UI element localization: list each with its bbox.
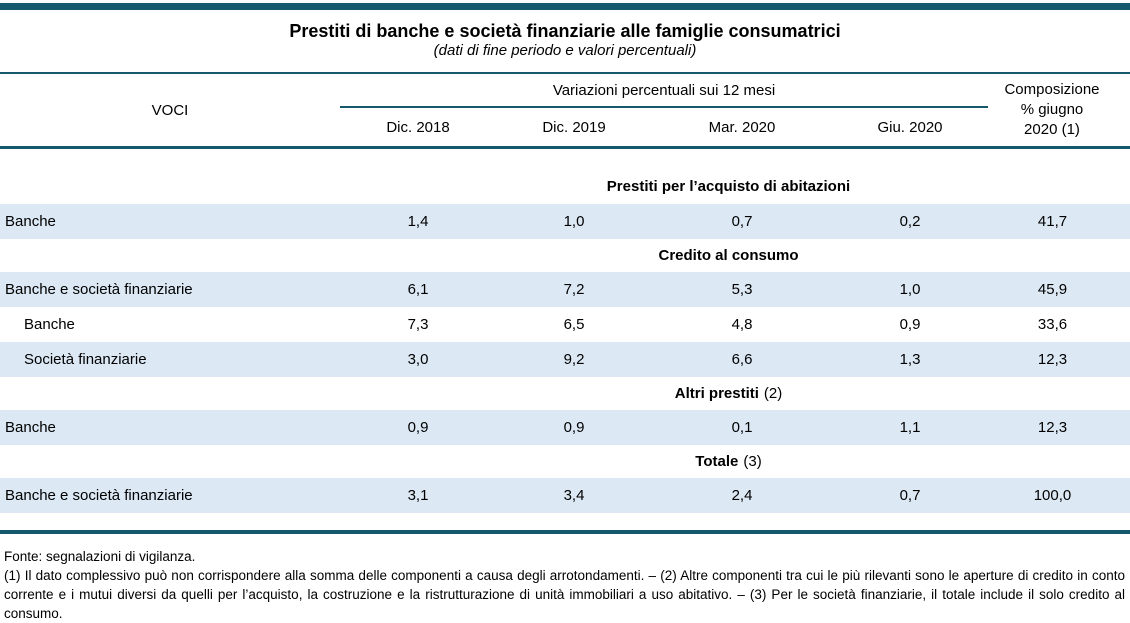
value-cell: 1,3 [899,351,921,368]
table-title: Prestiti di banche e società finanziarie… [289,21,841,41]
value-cell: 0,9 [407,419,429,436]
value-cell: 6,1 [407,281,429,298]
value-cell: 0,9 [899,316,921,333]
table-row-banche-societa-credito: Banche e società finanziarie 6,1 7,2 5,3… [0,272,1130,307]
section-label: Totale (3) [340,445,1130,478]
section-row-credito-al-consumo: Credito al consumo [0,239,1130,272]
table-row-banche-credito: Banche 7,3 6,5 4,8 0,9 33,6 [0,307,1130,342]
value-cell: 9,2 [563,351,585,368]
value-cell: 1,4 [407,213,429,230]
column-header-dic-2019: Dic. 2019 [542,118,606,136]
value-cell: 0,1 [731,419,753,436]
value-cell: 4,8 [731,316,753,333]
row-label: Società finanziarie [24,351,147,368]
section-label-text: Totale [695,453,739,470]
empty-cell [0,149,340,204]
row-label: Banche [5,213,56,230]
row-label: Banche e società finanziarie [5,487,193,504]
section-row-altri-prestiti: Altri prestiti (2) [0,377,1130,410]
value-cell: 6,5 [563,316,585,333]
value-cell: 33,6 [1037,316,1068,333]
section-label: Credito al consumo [340,239,1130,272]
column-header-mar-2020: Mar. 2020 [708,118,776,136]
table-header: VOCI Variazioni percentuali sui 12 mesi … [0,74,1130,146]
top-accent-bar [0,3,1130,10]
table-row-banche-societa-totale: Banche e società finanziarie 3,1 3,4 2,4… [0,478,1130,513]
section-row-abitazioni: Prestiti per l’acquisto di abitazioni [0,149,1130,204]
empty-cell [0,377,340,410]
value-cell: 1,0 [899,281,921,298]
value-cell: 100,0 [1033,487,1072,504]
column-header-dic-2018: Dic. 2018 [386,118,450,136]
value-cell: 6,6 [731,351,753,368]
section-label-text: Altri prestiti [674,385,759,402]
source-note: Fonte: segnalazioni di vigilanza. [4,549,196,564]
footnotes: (1) Il dato complessivo può non corrispo… [4,568,1125,621]
row-label: Banche e società finanziarie [5,281,193,298]
value-cell: 1,0 [563,213,585,230]
empty-cell [0,445,340,478]
table-row-banche-altri-prestiti: Banche 0,9 0,9 0,1 1,1 12,3 [0,410,1130,445]
value-cell: 7,3 [407,316,429,333]
value-cell: 1,1 [899,419,921,436]
column-header-composizione: Composizione % giugno 2020 (1) [1004,81,1100,138]
row-label: Banche [24,316,75,333]
value-cell: 0,7 [731,213,753,230]
value-cell: 45,9 [1037,281,1068,298]
value-cell: 3,0 [407,351,429,368]
table-row-banche-abitazioni: Banche 1,4 1,0 0,7 0,2 41,7 [0,204,1130,239]
table-subtitle: (dati di fine periodo e valori percentua… [433,42,697,59]
value-cell: 7,2 [563,281,585,298]
empty-cell [0,239,340,272]
column-header-voci: VOCI [151,101,189,119]
table-bottom-rule [0,530,1130,534]
value-cell: 41,7 [1037,213,1068,230]
value-cell: 0,7 [899,487,921,504]
section-label: Prestiti per l’acquisto di abitazioni [340,149,1130,204]
value-cell: 5,3 [731,281,753,298]
section-label-note: (2) [763,385,783,402]
value-cell: 0,2 [899,213,921,230]
column-header-giu-2020: Giu. 2020 [877,118,943,136]
data-table: Prestiti per l’acquisto di abitazioni Ba… [0,149,1130,513]
section-label-text: Prestiti per l’acquisto di abitazioni [606,178,851,195]
header-top-rule [0,72,1130,74]
header-bottom-rule [0,146,1130,149]
section-row-totale: Totale (3) [0,445,1130,478]
value-cell: 12,3 [1037,351,1068,368]
value-cell: 3,1 [407,487,429,504]
value-cell: 3,4 [563,487,585,504]
value-cell: 0,9 [563,419,585,436]
row-label: Banche [5,419,56,436]
section-label-text: Credito al consumo [658,247,799,264]
table-row-societa-finanziarie-credito: Società finanziarie 3,0 9,2 6,6 1,3 12,3 [0,342,1130,377]
column-group-header: Variazioni percentuali sui 12 mesi [340,74,988,108]
section-label-note: (3) [743,453,762,470]
value-cell: 12,3 [1037,419,1068,436]
section-label: Altri prestiti (2) [340,377,1130,410]
value-cell: 2,4 [731,487,753,504]
